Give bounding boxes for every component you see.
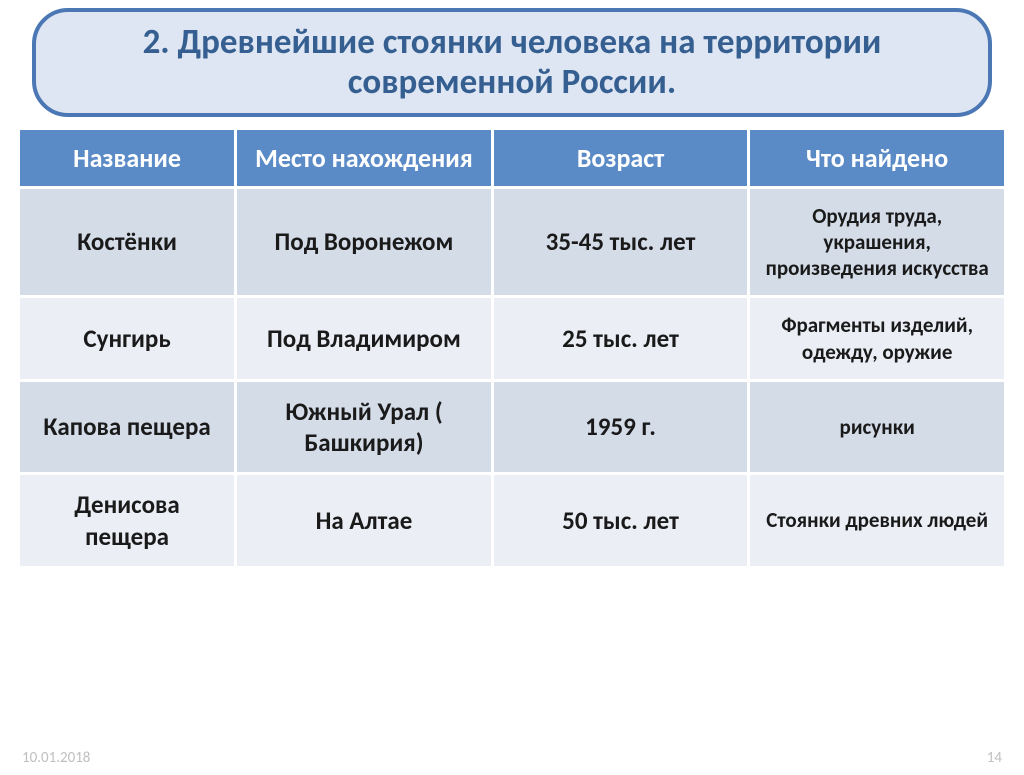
table-row: Денисова пещера На Алтае 50 тыс. лет Сто… xyxy=(19,474,1006,568)
cell-found: Фрагменты изделий, одежду, оружие xyxy=(749,297,1006,381)
cell-found: рисунки xyxy=(749,380,1006,474)
cell-age: 25 тыс. лет xyxy=(492,297,749,381)
cell-name: Сунгирь xyxy=(19,297,236,381)
cell-name: Костёнки xyxy=(19,187,236,297)
slide-title: 2. Древнейшие стоянки человека на террит… xyxy=(66,22,958,103)
slide-title-pill: 2. Древнейшие стоянки человека на террит… xyxy=(32,8,992,117)
table-row: Костёнки Под Воронежом 35-45 тыс. лет Ор… xyxy=(19,187,1006,297)
cell-location: Под Воронежом xyxy=(236,187,493,297)
col-header-age: Возраст xyxy=(492,128,749,187)
col-header-found: Что найдено xyxy=(749,128,1006,187)
cell-age: 1959 г. xyxy=(492,380,749,474)
cell-found: Стоянки древних людей xyxy=(749,474,1006,568)
cell-location: Южный Урал ( Башкирия) xyxy=(236,380,493,474)
cell-age: 50 тыс. лет xyxy=(492,474,749,568)
col-header-location: Место нахождения xyxy=(236,128,493,187)
col-header-name: Название xyxy=(19,128,236,187)
cell-name: Денисова пещера xyxy=(19,474,236,568)
footer-date: 10.01.2018 xyxy=(22,749,90,767)
cell-location: На Алтае xyxy=(236,474,493,568)
cell-name: Капова пещера xyxy=(19,380,236,474)
table-header-row: Название Место нахождения Возраст Что на… xyxy=(19,128,1006,187)
table-row: Сунгирь Под Владимиром 25 тыс. лет Фрагм… xyxy=(19,297,1006,381)
slide-footer: 10.01.2018 14 xyxy=(22,749,1002,767)
cell-age: 35-45 тыс. лет xyxy=(492,187,749,297)
cell-location: Под Владимиром xyxy=(236,297,493,381)
sites-table: Название Место нахождения Возраст Что на… xyxy=(17,127,1007,569)
footer-page-number: 14 xyxy=(987,749,1002,767)
table-row: Капова пещера Южный Урал ( Башкирия) 195… xyxy=(19,380,1006,474)
cell-found: Орудия труда, украшения, произведения ис… xyxy=(749,187,1006,297)
